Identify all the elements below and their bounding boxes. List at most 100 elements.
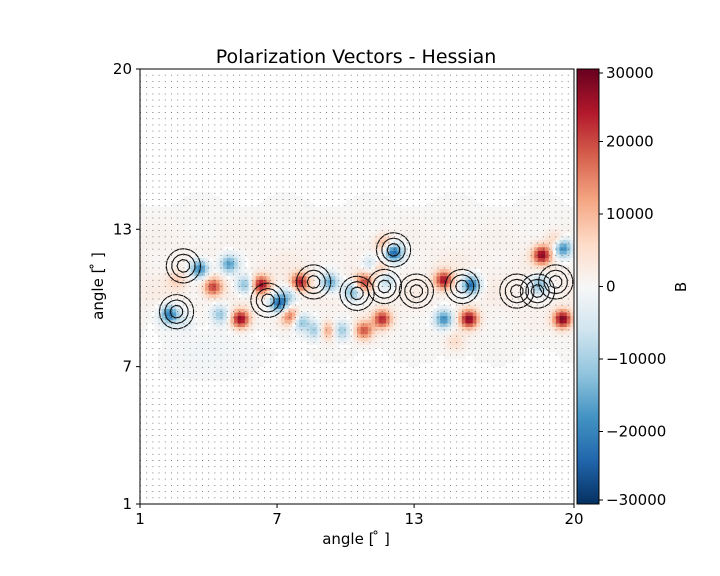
heatmap-cell <box>411 275 416 280</box>
heatmap-cell <box>273 261 279 266</box>
heatmap-cell <box>364 268 369 273</box>
heatmap-cell <box>429 257 434 262</box>
heatmap-cell <box>483 344 488 349</box>
heatmap-cell <box>411 304 416 309</box>
heatmap-cell <box>378 257 383 262</box>
heatmap-cell <box>183 206 188 211</box>
heatmap-cell <box>451 290 456 295</box>
heatmap-cell <box>357 224 362 230</box>
heatmap-cell <box>443 239 449 244</box>
heatmap-cell <box>555 206 561 211</box>
heatmap-cell <box>458 246 463 251</box>
heatmap-cell <box>234 257 239 262</box>
heatmap-cell <box>262 268 268 273</box>
heatmap-cell <box>447 275 452 280</box>
heatmap-cell <box>483 214 488 219</box>
heatmap-cell <box>523 293 528 298</box>
heatmap-cell <box>147 319 152 324</box>
heatmap-cell <box>389 333 394 338</box>
heatmap-cell <box>545 344 550 349</box>
heatmap-cell <box>552 264 557 269</box>
heatmap-cell <box>284 232 289 237</box>
heatmap-cell <box>382 250 387 255</box>
heatmap-cell <box>320 235 326 240</box>
heatmap-cell <box>338 261 344 266</box>
heatmap-cell <box>472 257 477 262</box>
heatmap-cell <box>299 214 304 219</box>
heatmap-cell <box>389 308 394 313</box>
heatmap-cell <box>226 362 232 367</box>
heatmap-cell <box>465 326 470 331</box>
heatmap-cell <box>335 275 340 280</box>
heatmap-cell <box>273 308 279 313</box>
heatmap-cell <box>548 286 553 291</box>
heatmap-cell <box>534 275 539 280</box>
heatmap-cell <box>255 275 260 280</box>
heatmap-cell <box>309 257 315 262</box>
heatmap-cell <box>328 210 333 215</box>
heatmap-cell <box>498 217 503 222</box>
heatmap-cell <box>168 319 174 324</box>
heatmap-cell <box>404 308 409 313</box>
heatmap-cell <box>295 308 300 313</box>
heatmap-cell <box>244 308 250 313</box>
heatmap-cell <box>505 355 510 360</box>
heatmap-cell <box>516 221 521 226</box>
heatmap-cell <box>248 322 253 327</box>
heatmap-cell <box>432 239 438 244</box>
heatmap-cell <box>516 311 521 317</box>
heatmap-cell <box>505 308 510 313</box>
heatmap-cell <box>516 217 521 222</box>
heatmap-cell <box>396 297 401 302</box>
heatmap-cell <box>241 315 246 320</box>
heatmap-cell <box>411 297 416 302</box>
heatmap-cell <box>404 359 409 364</box>
heatmap-cell <box>331 359 336 364</box>
heatmap-cell <box>241 351 246 356</box>
heatmap-cell <box>197 210 203 215</box>
heatmap-cell <box>140 261 145 266</box>
heatmap-cell <box>422 206 427 211</box>
heatmap-cell <box>281 308 286 313</box>
heatmap-cell <box>223 275 228 280</box>
heatmap-cell <box>205 293 210 298</box>
heatmap-cell <box>150 261 156 266</box>
heatmap-cell <box>320 261 326 266</box>
heatmap-cell <box>570 272 574 277</box>
heatmap-cell <box>158 348 163 353</box>
heatmap-cell <box>226 272 232 277</box>
heatmap-cell <box>284 214 289 219</box>
heatmap-cell <box>349 217 354 222</box>
heatmap-cell <box>143 250 148 255</box>
heatmap-cell <box>212 224 217 230</box>
heatmap-cell <box>288 235 293 240</box>
heatmap-cell <box>212 214 217 219</box>
heatmap-cell <box>317 253 322 259</box>
heatmap-cell <box>168 366 174 371</box>
heatmap-cell <box>494 257 499 262</box>
heatmap-cell <box>436 232 441 237</box>
heatmap-cell <box>172 293 177 298</box>
heatmap-cell <box>465 221 470 226</box>
heatmap-cell <box>418 253 423 259</box>
heatmap-cell <box>234 224 239 230</box>
heatmap-cell <box>559 264 564 269</box>
heatmap-cell <box>313 290 318 295</box>
heatmap-cell <box>530 214 535 219</box>
heatmap-cell <box>357 340 362 346</box>
heatmap-cell <box>512 311 517 317</box>
heatmap-cell <box>291 319 297 324</box>
heatmap-cell <box>505 221 510 226</box>
heatmap-cell <box>143 210 148 215</box>
heatmap-cell <box>440 275 445 280</box>
heatmap-cell <box>176 362 181 367</box>
heatmap-cell <box>353 301 358 306</box>
heatmap-cell <box>324 348 329 353</box>
heatmap-cell <box>353 351 358 356</box>
heatmap-cell <box>194 250 199 255</box>
heatmap-cell <box>320 330 326 335</box>
heatmap-cell <box>357 322 362 327</box>
heatmap-cell <box>447 351 452 356</box>
heatmap-cell <box>505 326 510 331</box>
heatmap-cell <box>241 333 246 338</box>
